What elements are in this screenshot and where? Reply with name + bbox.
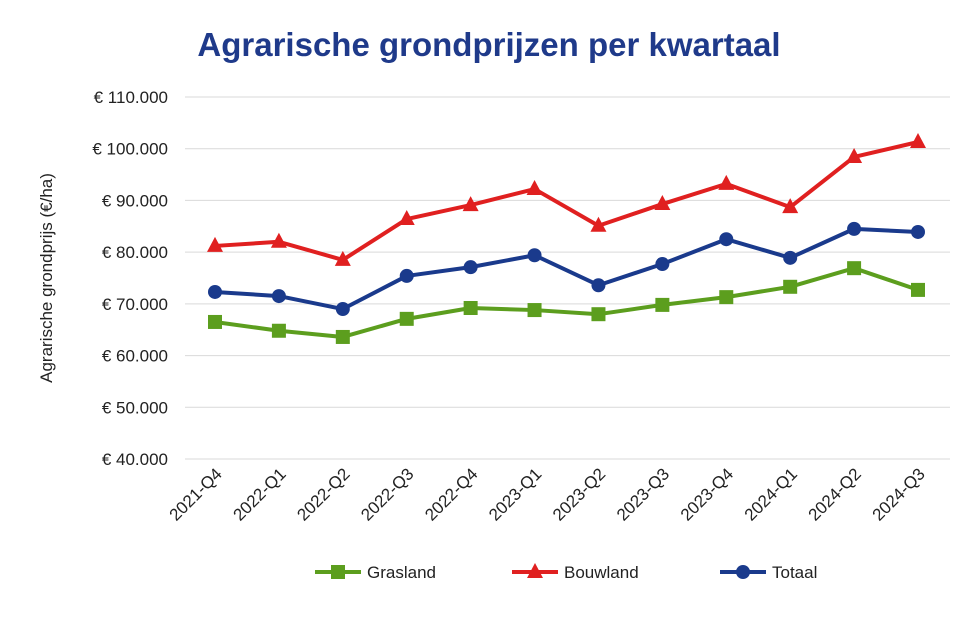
data-point-bouwland xyxy=(590,216,607,232)
legend-label-totaal: Totaal xyxy=(772,563,817,582)
data-point-totaal xyxy=(335,302,350,317)
data-point-grasland xyxy=(847,261,862,276)
y-tick-label: € 50.000 xyxy=(102,398,168,417)
data-point-bouwland xyxy=(526,180,543,196)
y-tick-label: € 100.000 xyxy=(92,140,168,159)
x-tick-label: 2024-Q3 xyxy=(869,464,929,524)
x-tick-label: 2023-Q4 xyxy=(677,464,737,524)
data-point-bouwland xyxy=(270,232,287,248)
x-tick-label: 2022-Q3 xyxy=(357,464,417,524)
data-point-totaal xyxy=(911,224,925,239)
data-point-grasland xyxy=(655,297,670,312)
data-point-totaal xyxy=(463,260,478,275)
data-point-totaal xyxy=(591,278,606,293)
x-tick-label: 2022-Q4 xyxy=(421,464,481,524)
x-tick-label: 2023-Q1 xyxy=(485,464,545,524)
x-tick-label: 2022-Q1 xyxy=(230,464,290,524)
data-point-grasland xyxy=(783,279,798,294)
y-tick-label: € 110.000 xyxy=(94,88,168,107)
y-tick-label: € 60.000 xyxy=(102,347,168,366)
series-line-grasland xyxy=(214,266,919,339)
data-point-grasland xyxy=(335,329,350,344)
data-point-totaal xyxy=(271,289,286,304)
legend-marker-grasland xyxy=(331,565,345,579)
data-point-bouwland xyxy=(846,147,863,163)
data-point-bouwland xyxy=(654,195,671,211)
x-tick-label: 2023-Q2 xyxy=(549,464,609,524)
x-tick-label: 2021-Q4 xyxy=(166,464,226,524)
data-point-totaal xyxy=(847,221,862,236)
data-point-grasland xyxy=(527,303,542,318)
data-point-grasland xyxy=(399,311,414,326)
y-tick-label: € 70.000 xyxy=(102,295,168,314)
legend-label-grasland: Grasland xyxy=(367,563,436,582)
data-point-bouwland xyxy=(334,250,351,266)
legend-label-bouwland: Bouwland xyxy=(564,563,639,582)
series-line-bouwland xyxy=(214,140,919,262)
y-axis-label: Agrarische grondprijs (€/ha) xyxy=(37,173,56,383)
chart-title: Agrarische grondprijzen per kwartaal xyxy=(197,26,780,63)
data-point-totaal xyxy=(527,248,542,263)
y-tick-label: € 40.000 xyxy=(102,450,168,469)
data-point-bouwland xyxy=(462,196,479,212)
x-tick-label: 2024-Q2 xyxy=(805,464,865,524)
data-point-totaal xyxy=(655,257,670,272)
data-point-grasland xyxy=(591,307,606,322)
x-tick-label: 2022-Q2 xyxy=(293,464,353,524)
series-line-totaal xyxy=(214,226,919,312)
data-point-grasland xyxy=(208,314,222,329)
data-point-bouwland xyxy=(782,198,799,214)
data-point-totaal xyxy=(783,250,798,265)
data-point-grasland xyxy=(463,300,478,315)
y-tick-label: € 90.000 xyxy=(102,191,168,210)
legend-marker-bouwland xyxy=(527,563,543,578)
data-point-grasland xyxy=(271,323,286,338)
data-point-grasland xyxy=(719,290,734,305)
data-point-bouwland xyxy=(910,132,926,148)
data-point-totaal xyxy=(719,232,734,247)
data-point-totaal xyxy=(208,284,222,299)
data-point-bouwland xyxy=(398,210,415,226)
x-tick-label: 2023-Q3 xyxy=(613,464,673,524)
y-tick-label: € 80.000 xyxy=(102,243,168,262)
data-point-bouwland xyxy=(207,236,223,252)
legend-marker-totaal xyxy=(736,565,750,579)
x-tick-label: 2024-Q1 xyxy=(741,464,801,524)
data-point-grasland xyxy=(911,282,925,297)
data-point-totaal xyxy=(399,268,414,283)
data-point-bouwland xyxy=(718,174,735,190)
